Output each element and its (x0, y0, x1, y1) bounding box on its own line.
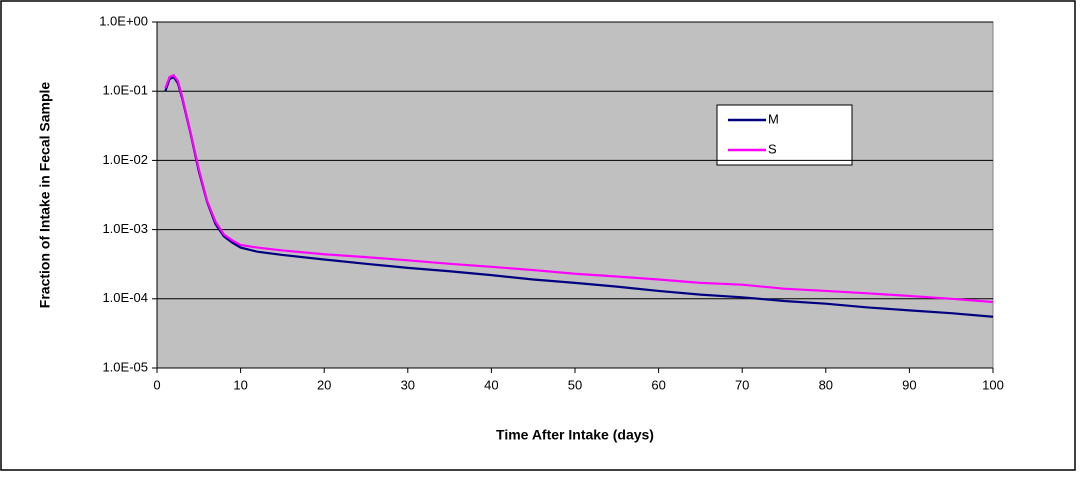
legend (716, 104, 853, 166)
x-tick-label: 90 (902, 377, 916, 392)
legend-label: M (768, 111, 779, 126)
x-tick-label: 50 (568, 377, 582, 392)
plot-area (156, 21, 994, 369)
y-tick-label: 1.0E-03 (102, 221, 148, 236)
x-tick-label: 10 (233, 377, 247, 392)
y-tick-label: 1.0E+00 (99, 13, 148, 28)
y-tick-label: 1.0E-01 (102, 83, 148, 98)
y-tick-label: 1.0E-04 (102, 290, 148, 305)
x-tick-label: 100 (982, 377, 1004, 392)
x-tick-label: 40 (484, 377, 498, 392)
legend-label: S (768, 141, 777, 156)
x-axis-label: Time After Intake (days) (496, 427, 654, 443)
y-axis-label: Fraction of Intake in Fecal Sample (37, 82, 53, 309)
y-tick-label: 1.0E-05 (102, 359, 148, 374)
x-tick-label: 30 (401, 377, 415, 392)
x-tick-label: 60 (651, 377, 665, 392)
series-line (164, 73, 994, 304)
x-tick-label: 20 (317, 377, 331, 392)
x-tick-label: 70 (735, 377, 749, 392)
x-tick-label: 0 (153, 377, 160, 392)
x-tick-label: 80 (819, 377, 833, 392)
y-tick-label: 1.0E-02 (102, 152, 148, 167)
